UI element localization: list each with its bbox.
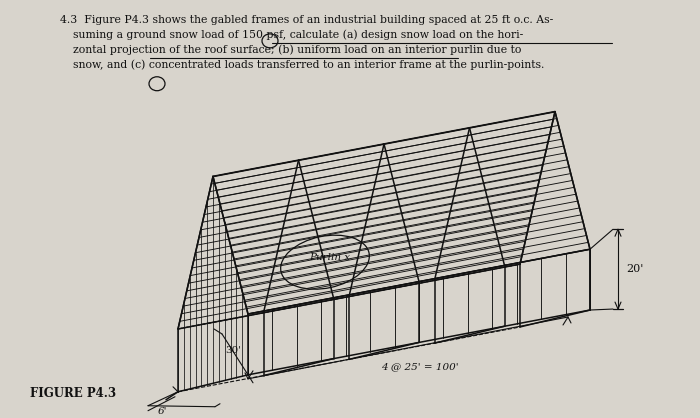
Text: 20': 20': [626, 264, 643, 274]
Text: zontal projection of the roof surface; (b) uniform load on an interior purlin du: zontal projection of the roof surface; (…: [73, 45, 522, 56]
Text: snow, and (c) concentrated loads transferred to an interior frame at the purlin-: snow, and (c) concentrated loads transfe…: [73, 60, 545, 70]
Text: 6': 6': [158, 407, 167, 416]
Text: 4.3  Figure P4.3 shows the gabled frames of an industrial building spaced at 25 : 4.3 Figure P4.3 shows the gabled frames …: [60, 15, 553, 25]
Text: Purlin x: Purlin x: [309, 253, 351, 262]
Text: 30': 30': [225, 347, 241, 355]
Text: suming a ground snow load of 150 psf, calculate (a) design snow load on the hori: suming a ground snow load of 150 psf, ca…: [73, 30, 524, 41]
Text: FIGURE P4.3: FIGURE P4.3: [30, 387, 116, 400]
Text: 4 @ 25' = 100': 4 @ 25' = 100': [382, 362, 458, 371]
